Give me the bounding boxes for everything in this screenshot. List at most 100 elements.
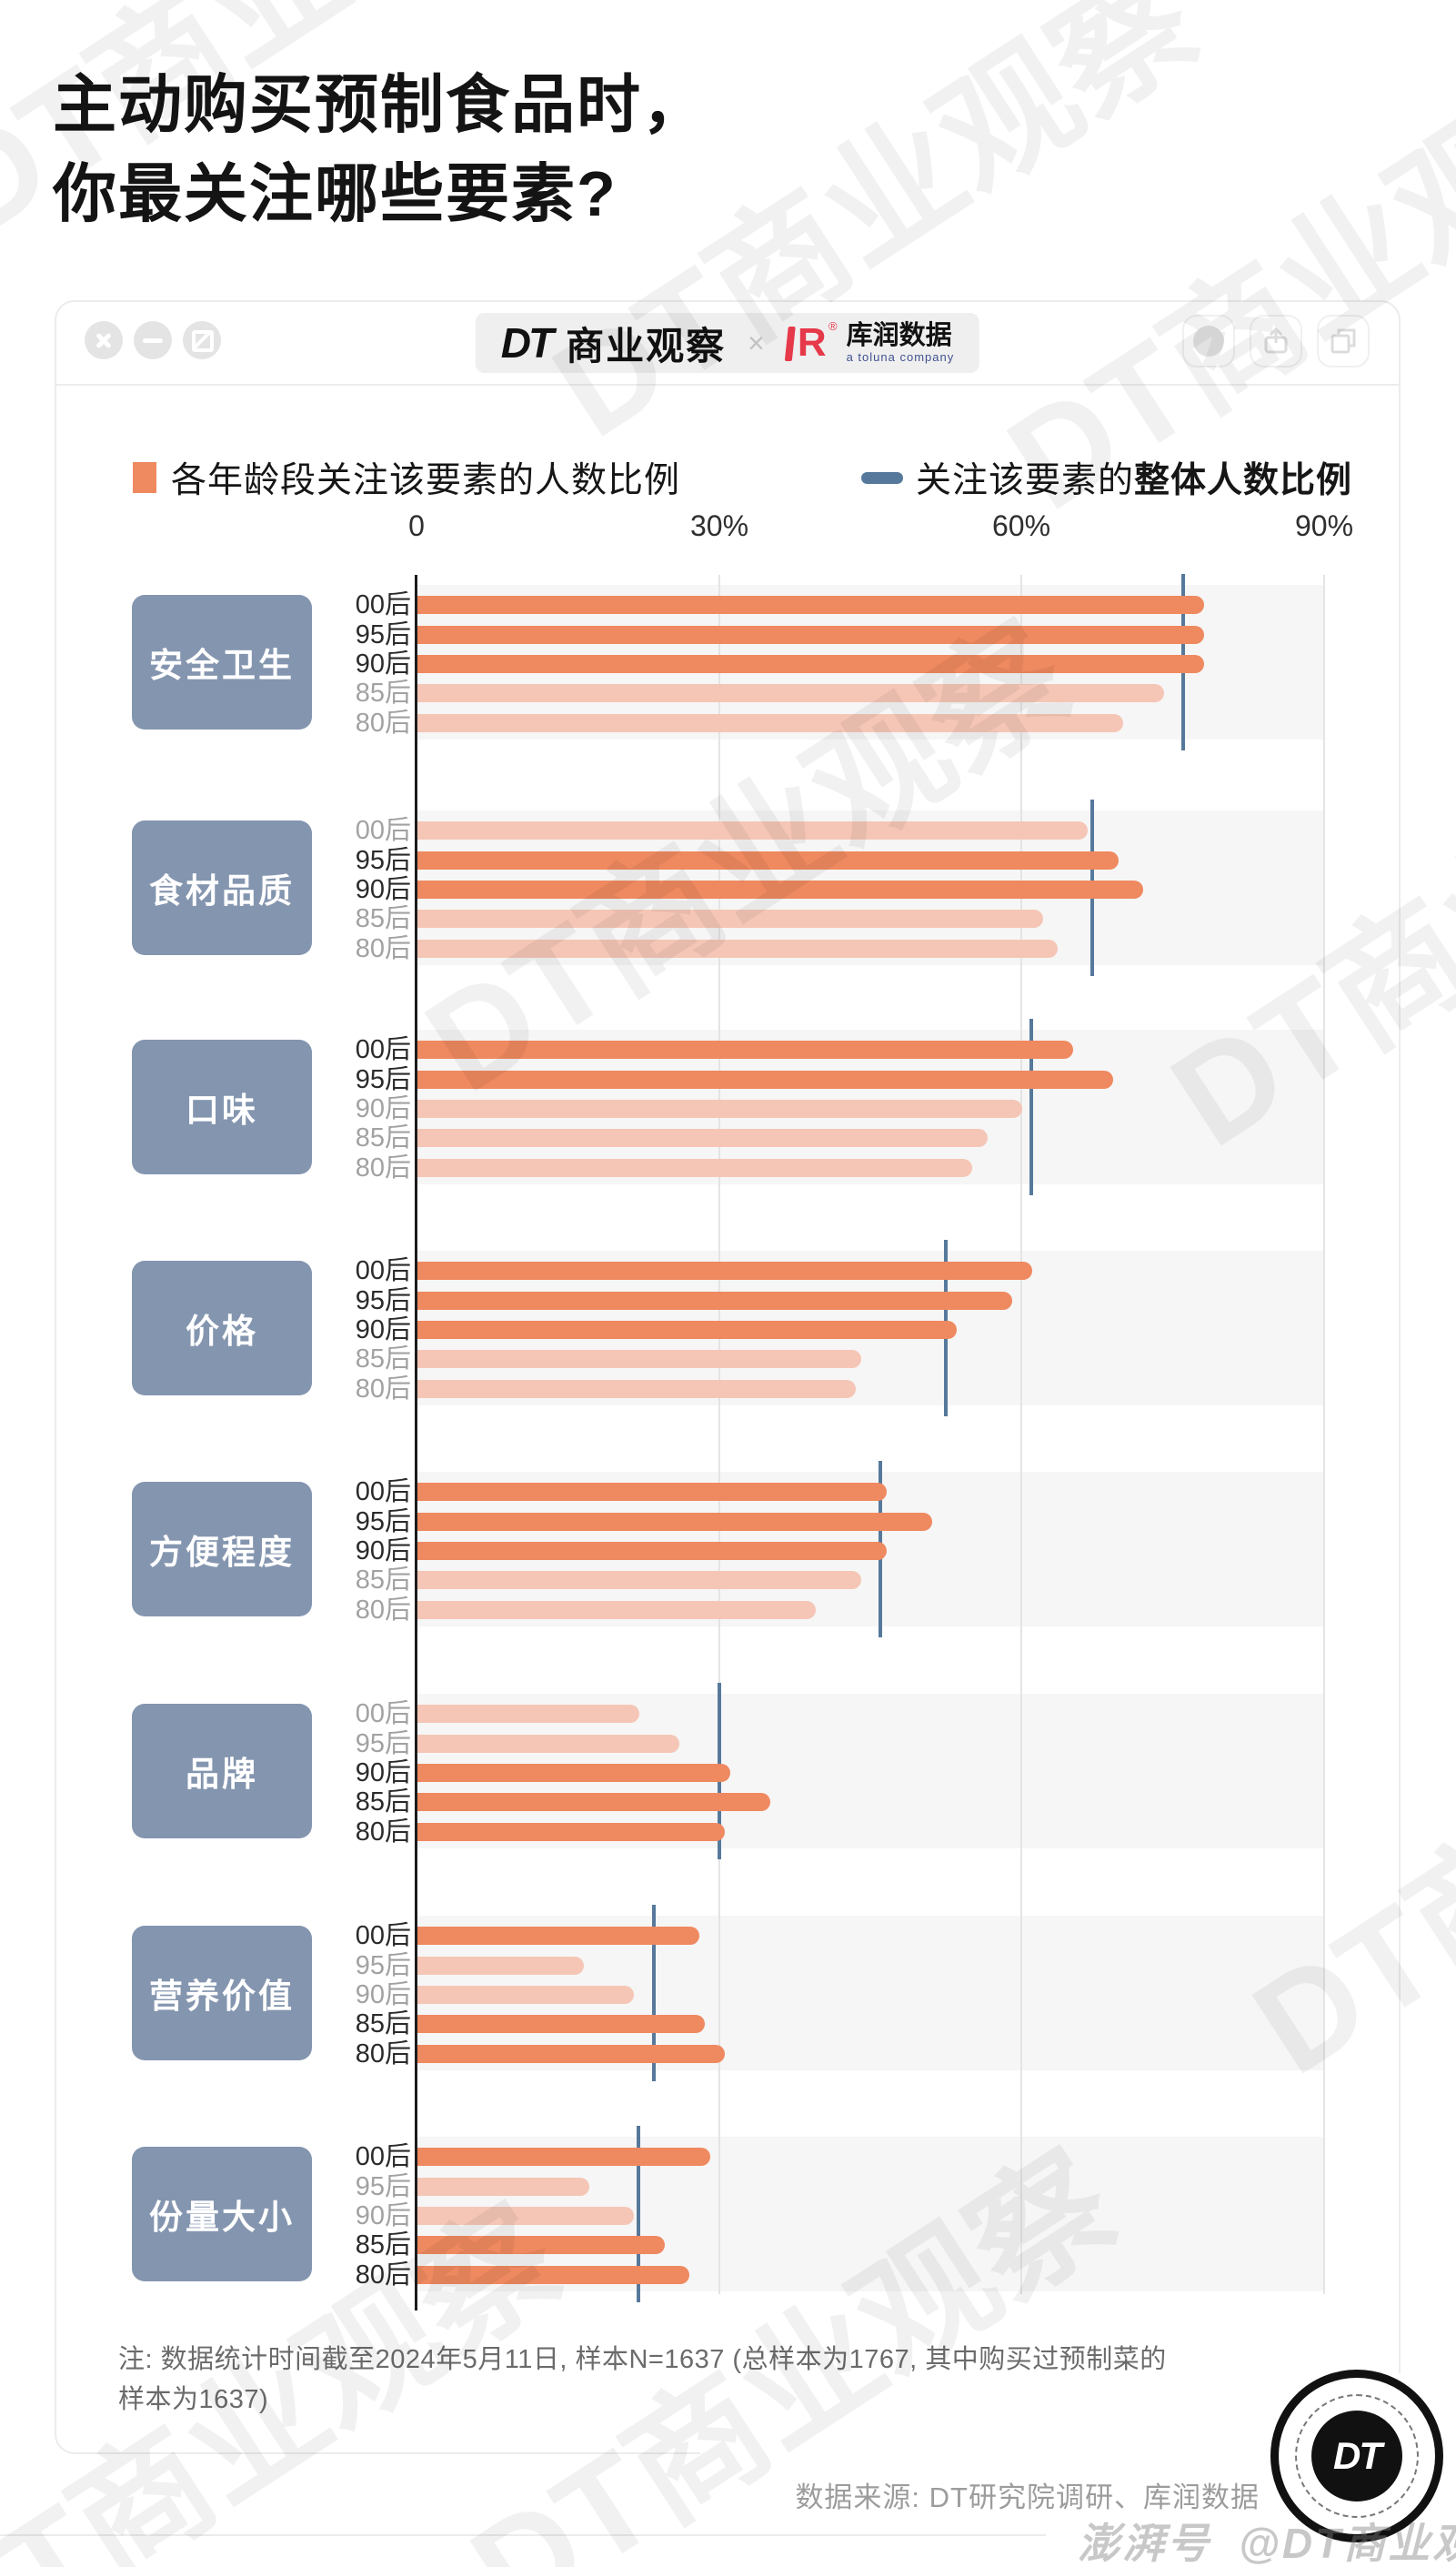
age-label: 80后 bbox=[355, 1374, 411, 1404]
age-label: 85后 bbox=[355, 2230, 411, 2260]
age-label: 90后 bbox=[355, 2201, 411, 2230]
overall-line bbox=[636, 2126, 640, 2302]
gridline-60 bbox=[1020, 575, 1023, 2294]
minimize-button[interactable] bbox=[134, 321, 172, 359]
footnote-line2: 样本为1637) bbox=[118, 2385, 269, 2414]
age-label: 95后 bbox=[355, 1065, 411, 1094]
age-label: 85后 bbox=[355, 1344, 411, 1374]
age-label: 85后 bbox=[355, 1787, 411, 1817]
category-label: 口味 bbox=[132, 1040, 312, 1174]
age-label: 95后 bbox=[355, 620, 411, 649]
block-button[interactable] bbox=[183, 321, 221, 359]
age-bar bbox=[417, 1041, 1073, 1059]
age-label: 85后 bbox=[355, 679, 411, 708]
copy-icon bbox=[1330, 328, 1356, 354]
age-label: 00后 bbox=[355, 1921, 411, 1950]
close-button[interactable] bbox=[85, 321, 123, 359]
kurun-brand-sub: a toluna company bbox=[846, 349, 955, 364]
category-label: 方便程度 bbox=[132, 1482, 312, 1616]
page-title: 主动购买预制食品时， 你最关注哪些要素? bbox=[53, 60, 708, 238]
age-bar bbox=[417, 1129, 988, 1147]
gridline-90 bbox=[1323, 575, 1325, 2294]
age-label: 80后 bbox=[355, 1153, 411, 1183]
legend-overall-line: 关注该要素的整体人数比例 bbox=[861, 452, 1352, 503]
age-bar bbox=[417, 940, 1058, 958]
age-label: 95后 bbox=[355, 1951, 411, 1980]
dt-brand-name: 商业观察 bbox=[566, 324, 727, 367]
age-label: 90后 bbox=[355, 875, 411, 904]
age-bar bbox=[417, 1735, 679, 1753]
record-button[interactable] bbox=[1182, 315, 1235, 367]
x-tick-0: 0 bbox=[408, 509, 425, 542]
legend-bar-swatch bbox=[133, 462, 156, 493]
age-bar bbox=[417, 1823, 725, 1841]
window-header: DT 商业观察 × R ® 库润数据 a toluna company bbox=[56, 302, 1399, 386]
age-bar bbox=[417, 655, 1204, 673]
age-label: 90后 bbox=[355, 1980, 411, 2009]
cross-separator: × bbox=[748, 326, 765, 359]
dt-logo: DT bbox=[500, 319, 554, 367]
kurun-logo: R ® bbox=[784, 319, 838, 365]
age-label: 95后 bbox=[355, 2172, 411, 2201]
category-label: 份量大小 bbox=[132, 2147, 312, 2281]
age-label: 85后 bbox=[355, 1565, 411, 1595]
age-bar bbox=[417, 2266, 689, 2284]
age-bar bbox=[417, 1571, 861, 1589]
share-button[interactable] bbox=[1250, 315, 1302, 367]
dt-logo-ring: DT bbox=[1270, 2370, 1443, 2542]
kurun-brand-name: 库润数据 bbox=[846, 320, 952, 350]
gridline-30 bbox=[718, 575, 720, 2294]
age-bar bbox=[417, 2148, 710, 2166]
legend-line-label: 关注该要素的整体人数比例 bbox=[916, 461, 1353, 500]
age-bar bbox=[417, 1601, 816, 1619]
category-label: 价格 bbox=[132, 1261, 312, 1395]
footer-divider bbox=[0, 2534, 1046, 2536]
age-label: 00后 bbox=[355, 1477, 411, 1506]
brand-badge: DT 商业观察 × R ® 库润数据 a toluna company bbox=[475, 313, 980, 373]
category-label: 安全卫生 bbox=[132, 595, 312, 730]
platform-watermark: 澎湃号 @DT商业观察 bbox=[1078, 2511, 1456, 2567]
age-label: 85后 bbox=[355, 904, 411, 933]
legend-bar-label: 各年龄段关注该要素的人数比例 bbox=[171, 461, 681, 500]
legend-line-swatch bbox=[861, 471, 903, 484]
age-bar bbox=[417, 2015, 705, 2033]
age-label: 90后 bbox=[355, 1094, 411, 1123]
age-label: 00后 bbox=[355, 1699, 411, 1728]
age-bar bbox=[417, 1321, 957, 1339]
pengpai-logo-text: 澎湃号 bbox=[1078, 2520, 1211, 2567]
age-bar bbox=[417, 2178, 589, 2196]
page-title-line2: 你最关注哪些要素? bbox=[53, 158, 618, 229]
age-bar bbox=[417, 2236, 665, 2254]
dt-logo-core: DT bbox=[1311, 2411, 1402, 2502]
age-bar bbox=[417, 821, 1088, 840]
dt-logo-dashed-ring: DT bbox=[1295, 2394, 1419, 2518]
account-handle: @DT商业观察 bbox=[1239, 2520, 1456, 2567]
age-bar bbox=[417, 1483, 887, 1501]
record-icon bbox=[1193, 326, 1224, 357]
age-bar bbox=[417, 1957, 584, 1975]
age-label: 85后 bbox=[355, 1123, 411, 1153]
kurun-logo-r: R bbox=[797, 320, 827, 365]
age-bar bbox=[417, 1262, 1032, 1280]
age-label: 90后 bbox=[355, 1758, 411, 1787]
age-label: 80后 bbox=[355, 934, 411, 963]
age-label: 80后 bbox=[355, 1596, 411, 1625]
age-bar bbox=[417, 1793, 770, 1811]
page-title-line1: 主动购买预制食品时， bbox=[53, 69, 708, 140]
age-bar bbox=[417, 1986, 634, 2004]
age-bar bbox=[417, 881, 1143, 899]
age-bar bbox=[417, 1350, 861, 1368]
age-label: 00后 bbox=[355, 1256, 411, 1285]
category-label: 营养价值 bbox=[132, 1926, 312, 2060]
age-label: 95后 bbox=[355, 1507, 411, 1536]
age-bar bbox=[417, 714, 1123, 732]
share-icon bbox=[1264, 327, 1288, 354]
chart-window-card: DT 商业观察 × R ® 库润数据 a toluna company bbox=[55, 300, 1401, 2454]
legend-age-bars: 各年龄段关注该要素的人数比例 bbox=[133, 452, 680, 503]
copy-button[interactable] bbox=[1317, 315, 1370, 367]
x-tick-60: 60% bbox=[991, 509, 1051, 542]
age-bar bbox=[417, 1764, 730, 1782]
age-bar bbox=[417, 1927, 699, 1945]
block-icon bbox=[192, 330, 214, 352]
